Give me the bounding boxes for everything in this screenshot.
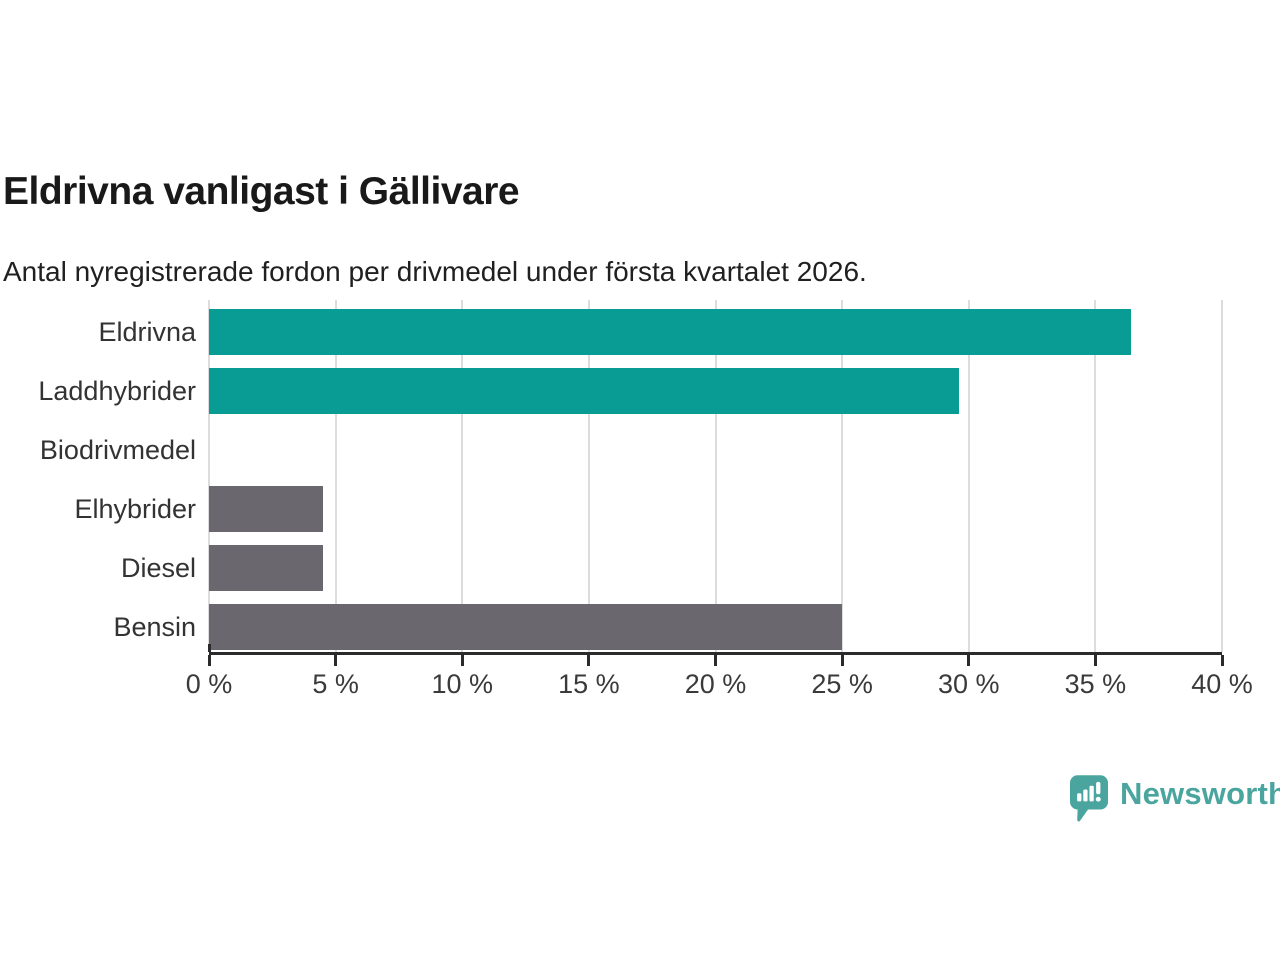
x-tick-label-10: 10 % (431, 669, 494, 699)
page-title: Eldrivna vanligast i Gällivare (3, 170, 520, 214)
bar-chart: Eldrivna Laddhybrider Biodrivmedel Elhybrid… (0, 300, 1280, 710)
y-axis-label-elhybrider: Elhybrider (74, 494, 196, 524)
y-axis-label-eldrivna: Eldrivna (98, 317, 196, 347)
y-axis-label-laddhybrider: Laddhybrider (38, 376, 196, 406)
x-tick-label-15: 15 % (558, 669, 620, 699)
x-axis-origin-cap (208, 644, 211, 652)
y-axis-label-bensin: Bensin (113, 612, 196, 642)
bar-diesel (209, 545, 323, 591)
x-tick-label-25: 25 % (811, 669, 873, 699)
x-tick-mark-0 (207, 655, 211, 666)
gridline-10 (461, 300, 464, 652)
bar-bensin (209, 604, 843, 650)
x-tick-mark-20 (714, 655, 717, 666)
bar-laddhybrider (209, 368, 959, 414)
x-tick-mark-5 (334, 655, 338, 666)
x-tick-mark-25 (840, 655, 844, 666)
x-tick-mark-15 (587, 655, 591, 666)
gridline-15 (587, 300, 590, 652)
x-tick-label-30: 30 % (937, 669, 1000, 699)
gridline-30 (967, 300, 970, 652)
x-axis-line (209, 652, 1222, 655)
x-tick-label-40: 40 % (1191, 669, 1253, 699)
x-axis-tick-marks (207, 655, 1224, 667)
gridline-25 (841, 300, 844, 652)
x-tick-mark-35 (1093, 655, 1097, 666)
logo-text: Newsworthy (1120, 776, 1280, 811)
plot-area (208, 300, 1223, 652)
y-axis-label-biodrivmedel: Biodrivmedel (39, 435, 196, 465)
x-tick-mark-10 (460, 655, 464, 666)
bar-elhybrider (209, 486, 323, 532)
gridline-40 (1221, 300, 1223, 652)
bar-eldrivna (209, 309, 1131, 355)
newsworthy-logo: Newsworthy (1070, 774, 1280, 824)
bar-chart-speech-bubble-icon (1070, 775, 1108, 822)
x-axis-tick-labels: 0 % 5 % 10 % 15 % 20 % 25 % 30 % 35 % 40 % (186, 668, 1253, 702)
gridline-20 (714, 300, 717, 652)
x-tick-label-5: 5 % (312, 669, 359, 699)
x-tick-mark-40 (1220, 655, 1224, 666)
gridline-5 (334, 300, 337, 652)
page-subtitle: Antal nyregistrerade fordon per drivmede… (3, 256, 867, 287)
x-tick-label-20: 20 % (684, 669, 747, 699)
x-tick-mark-30 (967, 655, 971, 666)
y-axis-labels: Eldrivna Laddhybrider Biodrivmedel Elhybrid… (0, 300, 196, 652)
x-tick-label-0: 0 % (185, 669, 233, 699)
gridline-35 (1094, 300, 1097, 652)
gridline-0 (208, 300, 210, 652)
y-axis-label-diesel: Diesel (120, 553, 196, 583)
x-tick-label-35: 35 % (1064, 669, 1127, 699)
